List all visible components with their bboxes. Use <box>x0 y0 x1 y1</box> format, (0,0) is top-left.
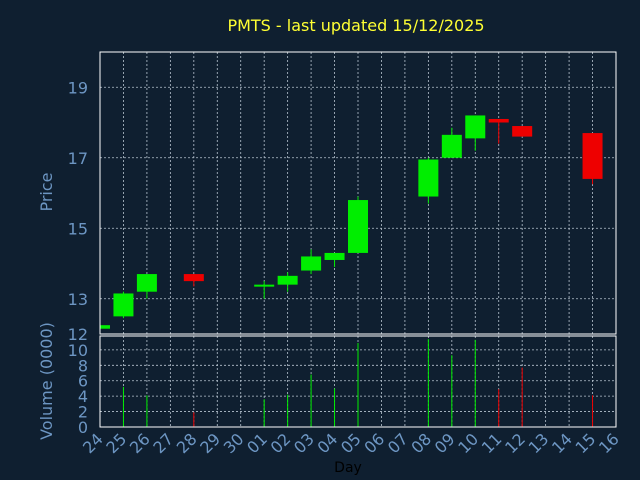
volume-axis-label: Volume (0000) <box>37 322 56 440</box>
candle-body-03 <box>301 256 322 271</box>
volume-panel-frame <box>99 335 617 428</box>
candle-body-11 <box>488 118 509 123</box>
candle-body-05 <box>348 200 368 253</box>
volume-tick-2: 2 <box>78 403 88 422</box>
day-axis-label: Day <box>334 460 362 476</box>
candle-body-02 <box>277 275 298 285</box>
price-axis-label: Price <box>37 172 56 211</box>
candlesticks <box>99 115 603 329</box>
volume-tick-6: 6 <box>78 372 88 391</box>
price-tick-15: 15 <box>68 219 88 238</box>
candle-body-04 <box>324 252 345 260</box>
volume-tick-0: 0 <box>78 418 88 437</box>
price-grid <box>99 52 617 334</box>
candle-body-01 <box>254 284 275 287</box>
price-panel-frame <box>99 51 617 335</box>
candle-body-15 <box>582 133 603 179</box>
price-tick-13: 13 <box>68 290 88 309</box>
day-tick-22: 16 <box>595 429 623 457</box>
candle-body-25 <box>113 293 134 317</box>
price-tick-17: 17 <box>68 149 88 168</box>
volume-bars <box>122 339 594 427</box>
price-y-ticks: 13 15 17 19 12 <box>68 78 88 344</box>
volume-tick-10: 10 <box>68 341 88 360</box>
volume-tick-4: 4 <box>78 387 88 406</box>
chart-title: PMTS - last updated 15/12/2025 <box>227 16 484 35</box>
candle-body-26 <box>136 274 157 292</box>
candle-body-09 <box>441 134 462 158</box>
candle-body-12 <box>512 126 533 137</box>
candle-body-10 <box>465 115 486 139</box>
candle-body-08 <box>418 159 439 197</box>
candle-body-28 <box>183 274 204 282</box>
price-tick-19: 19 <box>68 78 88 97</box>
price-tick-bottom: 12 <box>68 325 88 344</box>
candle-body-24 <box>100 325 110 329</box>
volume-tick-8: 8 <box>78 356 88 375</box>
day-x-ticks: 2425262728293001020304050607080910111213… <box>79 429 623 457</box>
